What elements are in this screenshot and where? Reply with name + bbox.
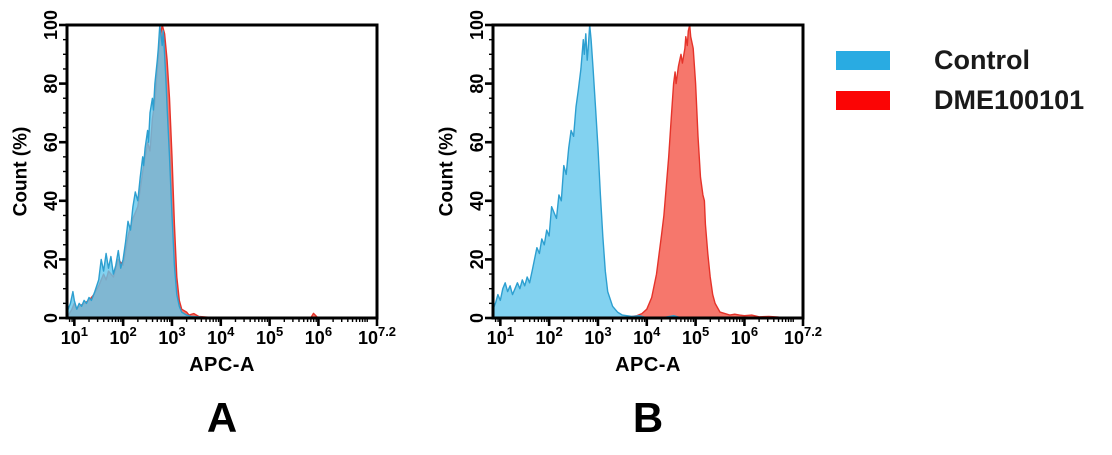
x-axis-tick-label: 104 [207, 324, 235, 348]
control-color-swatch [836, 51, 890, 70]
x-axis-tick-label: 101 [487, 324, 514, 348]
panel-b-x-axis-title: APC-A [615, 354, 681, 376]
panel-a: 101 102 103 104 105 106 107.2 0 20 40 60 80 100 Count… [0, 0, 420, 455]
x-axis-tick-label: 107.2 [784, 324, 822, 348]
panel-b-plot: 101 102 103 104 105 106 107.2 0 20 40 60 80 100 Count… [436, 10, 822, 348]
y-axis-tick-label: 80 [41, 74, 61, 94]
x-axis-tick-label: 104 [633, 324, 661, 348]
y-axis-tick-label: 20 [467, 249, 487, 269]
histogram-series-group [493, 25, 792, 318]
y-axis-tick-label: 100 [41, 10, 61, 40]
legend: Control DME100101 [836, 47, 1084, 114]
x-axis-tick-label: 103 [584, 324, 611, 348]
histogram-area-control [493, 25, 680, 318]
legend-entry-dme100101: DME100101 [836, 87, 1084, 114]
dme100101-color-swatch [836, 91, 890, 110]
y-axis-tick-label: 40 [41, 191, 61, 211]
panel-b: 101 102 103 104 105 106 107.2 0 20 40 60 80 100 Count… [426, 0, 846, 455]
y-axis-tick-label: 80 [467, 74, 487, 94]
x-axis-tick-label: 106 [731, 324, 758, 348]
x-axis-tick-label: 105 [682, 324, 709, 348]
y-axis-tick-label: 0 [467, 313, 487, 323]
y-axis-tick-label: 60 [467, 132, 487, 152]
x-axis-tick-label: 103 [158, 324, 185, 348]
plot-frame [65, 23, 379, 320]
y-axis-tick-label: 20 [41, 249, 61, 269]
panel-a-letter: A [206, 394, 238, 441]
legend-entry-control: Control [836, 47, 1084, 74]
x-axis-tick-label: 105 [256, 324, 283, 348]
x-axis-tick-label: 107.2 [358, 324, 396, 348]
x-axis-tick-label: 102 [536, 324, 563, 348]
y-axis-tick-label: 40 [467, 191, 487, 211]
panel-a-plot: 101 102 103 104 105 106 107.2 0 20 40 60 80 100 Count… [10, 10, 396, 348]
x-axis-tick-label: 106 [305, 324, 332, 348]
legend-label-control: Control [934, 45, 1030, 75]
legend-label-dme100101: DME100101 [934, 85, 1085, 115]
panel-a-x-axis-title: APC-A [189, 354, 255, 376]
y-axis-tick-label: 0 [41, 313, 61, 323]
histogram-area-dme100101 [624, 25, 792, 318]
y-axis-title: Count (%) [436, 127, 457, 217]
plot-frame [491, 23, 805, 320]
y-axis-tick-label: 60 [41, 132, 61, 152]
y-axis-title: Count (%) [10, 127, 31, 217]
y-axis-tick-label: 100 [467, 10, 487, 40]
x-axis-tick-label: 101 [61, 324, 88, 348]
x-axis-tick-label: 102 [110, 324, 137, 348]
histogram-series-group [67, 25, 329, 318]
panel-b-letter: B [632, 394, 664, 441]
histogram-area-control [67, 25, 212, 318]
